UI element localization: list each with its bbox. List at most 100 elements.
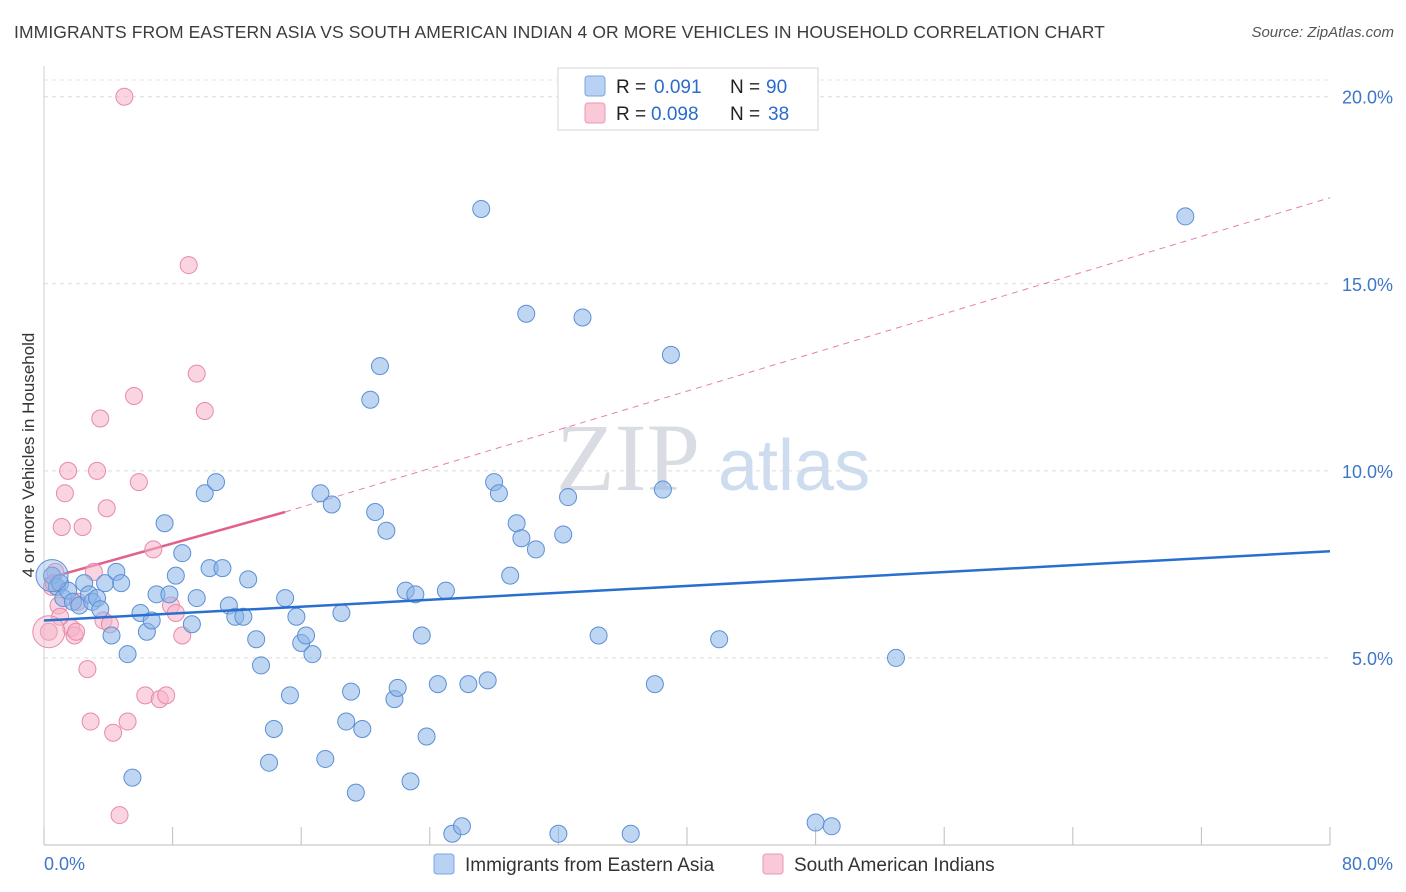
eastern-asia-point-53 xyxy=(353,720,372,739)
eastern-asia-trend xyxy=(43,550,1331,622)
bottom-legend: Immigrants from Eastern Asia South Ameri… xyxy=(433,853,995,876)
eastern-asia-point-76 xyxy=(512,529,531,548)
eastern-asia-point-41 xyxy=(280,686,299,705)
eastern-asia-point-92 xyxy=(1176,207,1195,226)
eastern-asia-point-50 xyxy=(337,712,356,731)
south-american-point-17 xyxy=(97,499,116,518)
eastern-asia-point-23 xyxy=(160,585,179,604)
south-american-trend xyxy=(43,197,1331,581)
eastern-asia-point-55 xyxy=(366,503,385,522)
eastern-asia-point-64 xyxy=(417,727,436,746)
y-tick-label-1: 10.0% xyxy=(1342,462,1393,482)
legend-n-label-1: N = xyxy=(730,77,760,98)
legend-n-label-2: N = xyxy=(730,104,760,125)
y-tick-label-3: 20.0% xyxy=(1342,88,1393,108)
eastern-asia-point-48 xyxy=(322,495,341,514)
eastern-asia-point-26 xyxy=(182,615,201,634)
eastern-asia-point-51 xyxy=(342,682,361,701)
south-american-points xyxy=(32,87,214,825)
eastern-asia-point-68 xyxy=(452,817,471,836)
eastern-asia-point-69 xyxy=(459,675,478,694)
eastern-asia-point-70 xyxy=(472,199,491,218)
y-tick-label-2: 15.0% xyxy=(1342,275,1393,295)
bottom-legend-swatch-pink xyxy=(762,853,784,875)
eastern-asia-point-89 xyxy=(806,813,825,832)
eastern-asia-point-46 xyxy=(311,484,330,503)
legend-n-value-2: 38 xyxy=(768,104,789,125)
eastern-asia-point-49 xyxy=(332,604,351,623)
y-tick-labels: 5.0% 10.0% 15.0% 20.0% xyxy=(1342,88,1393,669)
eastern-asia-point-88 xyxy=(710,630,729,649)
bottom-legend-label-pink: South American Indians xyxy=(794,855,995,876)
south-american-point-34 xyxy=(115,87,134,106)
south-american-point-27 xyxy=(157,686,176,705)
chart-title: IMMIGRANTS FROM EASTERN ASIA VS SOUTH AM… xyxy=(14,22,1105,42)
south-american-point-15 xyxy=(91,409,110,428)
eastern-asia-point-66 xyxy=(436,581,455,600)
eastern-asia-point-83 xyxy=(589,626,608,645)
eastern-asia-point-75 xyxy=(507,514,526,533)
eastern-asia-points xyxy=(35,199,1195,843)
south-american-point-23 xyxy=(129,473,148,492)
eastern-asia-point-63 xyxy=(412,626,431,645)
eastern-asia-point-82 xyxy=(573,308,592,327)
x-tick-max: 80.0% xyxy=(1342,854,1393,874)
eastern-asia-point-42 xyxy=(287,607,306,626)
eastern-asia-point-37 xyxy=(252,656,271,675)
south-american-trend-dashed xyxy=(284,197,1331,513)
eastern-asia-point-45 xyxy=(303,645,322,664)
eastern-asia-point-11 xyxy=(91,600,110,619)
eastern-asia-point-62 xyxy=(406,585,425,604)
watermark-zip: ZIP xyxy=(556,404,700,511)
legend-r-value-1: 0.091 xyxy=(654,77,702,98)
eastern-asia-point-78 xyxy=(526,540,545,559)
eastern-asia-point-59 xyxy=(388,678,407,697)
eastern-asia-point-81 xyxy=(559,488,578,507)
south-american-point-22 xyxy=(125,387,144,406)
eastern-asia-point-77 xyxy=(517,304,536,323)
eastern-asia-point-40 xyxy=(276,589,295,608)
eastern-asia-cluster-point xyxy=(35,559,69,593)
eastern-asia-point-35 xyxy=(239,570,258,589)
eastern-asia-point-65 xyxy=(428,675,447,694)
eastern-asia-point-90 xyxy=(822,817,841,836)
eastern-asia-trend-line xyxy=(43,550,1331,622)
south-american-cluster-point xyxy=(32,615,66,649)
south-american-point-11 xyxy=(78,660,97,679)
south-american-point-4 xyxy=(52,517,71,536)
eastern-asia-point-80 xyxy=(554,525,573,544)
eastern-asia-point-56 xyxy=(370,357,389,376)
eastern-asia-point-28 xyxy=(195,484,214,503)
eastern-asia-point-36 xyxy=(247,630,266,649)
eastern-asia-point-31 xyxy=(213,559,232,578)
eastern-asia-point-25 xyxy=(173,544,192,563)
south-american-point-37 xyxy=(67,622,86,641)
south-american-point-31 xyxy=(179,256,198,275)
eastern-asia-point-87 xyxy=(661,345,680,364)
south-american-point-33 xyxy=(195,401,214,420)
south-american-point-6 xyxy=(59,461,78,480)
south-american-point-21 xyxy=(118,712,137,731)
eastern-asia-point-79 xyxy=(549,824,568,843)
legend-r-label-1: R = xyxy=(616,77,646,98)
south-american-point-32 xyxy=(187,364,206,383)
south-american-point-10 xyxy=(73,517,92,536)
eastern-asia-point-84 xyxy=(621,824,640,843)
eastern-asia-point-57 xyxy=(377,521,396,540)
eastern-asia-point-54 xyxy=(361,390,380,409)
eastern-asia-point-61 xyxy=(401,772,420,791)
legend-r-label-2: R = xyxy=(616,104,646,125)
grid-lines xyxy=(44,79,1330,659)
source-label: Source: ZipAtlas.com xyxy=(1251,24,1394,41)
legend-swatch-pink xyxy=(584,102,606,124)
eastern-asia-point-24 xyxy=(166,566,185,585)
eastern-asia-point-44 xyxy=(297,626,316,645)
bottom-legend-swatch-blue xyxy=(433,853,455,875)
legend-n-value-1: 90 xyxy=(766,77,787,98)
eastern-asia-point-39 xyxy=(264,720,283,739)
eastern-asia-point-34 xyxy=(234,607,253,626)
watermark-atlas: atlas xyxy=(718,426,870,506)
y-tick-label-0: 5.0% xyxy=(1352,649,1393,669)
south-american-point-20 xyxy=(110,806,129,825)
south-american-trend-line xyxy=(43,510,286,581)
